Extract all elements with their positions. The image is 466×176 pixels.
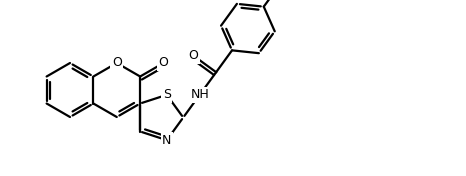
Text: NH: NH bbox=[190, 88, 209, 101]
Text: O: O bbox=[189, 49, 199, 62]
Text: O: O bbox=[112, 56, 122, 70]
Text: O: O bbox=[158, 56, 169, 70]
Text: S: S bbox=[163, 88, 171, 101]
Text: N: N bbox=[162, 134, 171, 147]
